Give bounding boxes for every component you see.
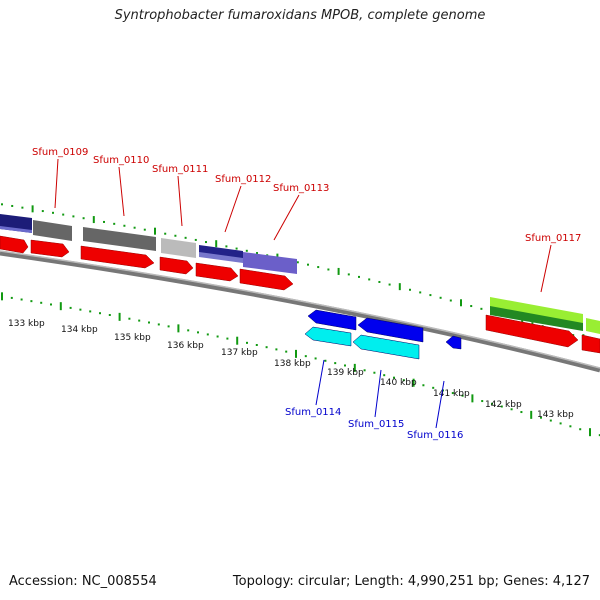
gene-leader-line [118,166,125,217]
scale-label: 133 kbp [8,319,45,329]
gene-leader-line [224,185,242,233]
genome-title: Syntrophobacter fumaroxidans MPOB, compl… [114,8,486,23]
gene-label-group: Sfum_0109Sfum_0110Sfum_0111Sfum_0112Sfum… [32,147,581,441]
genome-backbone-highlight [0,250,600,369]
gene-leader-line [54,158,59,209]
feature-block-lightgray[interactable] [161,238,196,258]
forward-gene-label[interactable]: Sfum_0113 [273,183,329,194]
reverse-cds-track [304,309,462,360]
reverse-cds-arrow[interactable] [352,334,420,360]
forward-cds-arrow[interactable] [80,245,155,269]
forward-gene-label[interactable]: Sfum_0112 [215,174,271,185]
reverse-cds-arrow[interactable] [445,335,462,350]
forward-cds-arrow[interactable] [485,314,579,348]
lower-tick-track [1,292,600,437]
gene-leader-line [540,244,552,293]
genome-backbone [0,250,600,373]
forward-cds-arrow[interactable] [159,256,194,275]
forward-gene-label[interactable]: Sfum_0117 [525,233,581,244]
gene-leader-line [435,380,445,429]
scale-label: 140 kbp [380,378,417,388]
gene-leader-line [273,194,300,241]
reverse-cds-arrow[interactable] [357,317,424,343]
feature-block-purple[interactable] [243,252,297,274]
scale-label: 137 kbp [221,348,258,358]
genome-summary-label: Topology: circular; Length: 4,990,251 bp… [232,574,590,589]
scale-label: 139 kbp [327,368,364,378]
forward-feature-track [0,214,600,334]
feature-block-lightgreen[interactable] [586,318,600,334]
accession-label: Accession: NC_008554 [9,574,157,589]
scale-label-group: 133 kbp 134 kbp 135 kbp 136 kbp 137 kbp 138 k… [8,319,574,420]
reverse-cds-arrow[interactable] [307,309,357,331]
forward-cds-track [0,235,600,354]
forward-cds-arrow[interactable] [0,235,29,254]
scale-label: 141 kbp [433,389,470,399]
scale-label: 135 kbp [114,333,151,343]
feature-block-gray[interactable] [83,227,156,251]
gene-leader-line [315,359,325,406]
scale-label: 136 kbp [167,341,204,351]
reverse-gene-label[interactable]: Sfum_0116 [407,430,463,441]
reverse-cds-arrow[interactable] [304,326,352,347]
feature-block-darkgreen [490,306,583,331]
scale-label: 138 kbp [274,359,311,369]
forward-gene-label[interactable]: Sfum_0111 [152,164,208,175]
reverse-gene-label[interactable]: Sfum_0114 [285,407,341,418]
gene-leader-line [374,369,382,418]
reverse-gene-label[interactable]: Sfum_0115 [348,419,404,430]
forward-gene-label[interactable]: Sfum_0109 [32,147,88,158]
scale-label: 134 kbp [61,325,98,335]
forward-cds-arrow[interactable] [195,262,239,282]
feature-block-navy-lower [0,226,32,233]
forward-cds-arrow[interactable] [30,239,70,258]
feature-block-gray[interactable] [33,220,72,241]
scale-label: 142 kbp [485,400,522,410]
feature-block-navy-lower [199,252,243,263]
scale-label: 143 kbp [537,410,574,420]
gene-leader-line [177,175,183,227]
forward-gene-label[interactable]: Sfum_0110 [93,155,149,166]
forward-cds-arrow[interactable] [581,334,600,354]
forward-cds-arrow[interactable] [239,268,294,291]
